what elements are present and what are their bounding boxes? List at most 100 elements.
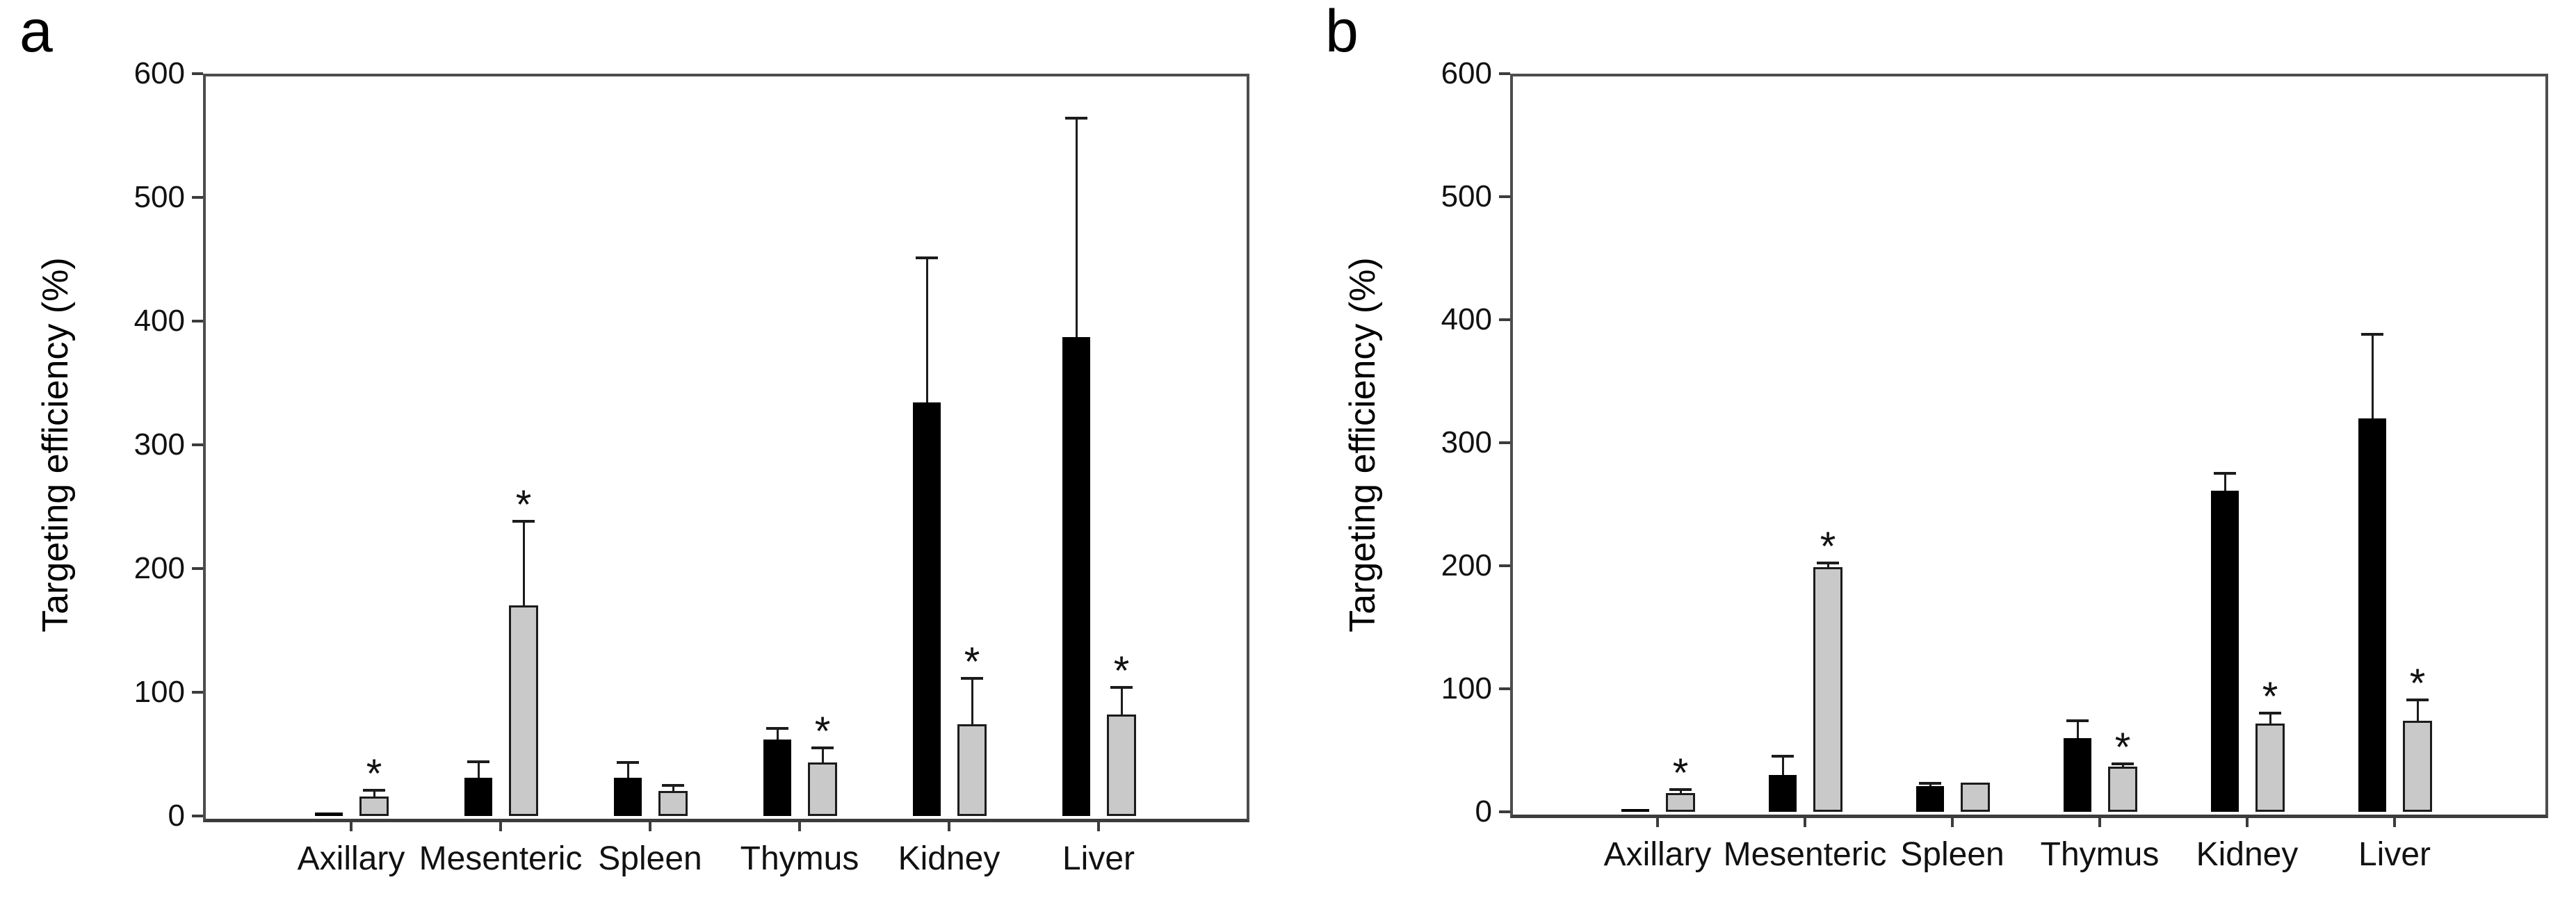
y-tick-label: 200 xyxy=(1441,548,1492,582)
error-cap-gray-kidney xyxy=(961,677,983,680)
error-cap-gray-liver xyxy=(2406,698,2429,701)
significance-asterisk-liver: * xyxy=(1113,648,1130,694)
y-tick-mark xyxy=(192,320,203,323)
error-cap-gray-mesenteric xyxy=(512,520,535,523)
error-cap-black-spleen xyxy=(617,761,639,765)
significance-asterisk-kidney: * xyxy=(964,639,980,685)
error-bar-black-thymus xyxy=(776,728,779,740)
error-bar-black-liver xyxy=(1075,118,1078,338)
bar-gray-axillary xyxy=(1666,793,1695,812)
bar-black-axillary xyxy=(1621,809,1649,813)
category-label-mesenteric: Mesenteric xyxy=(1723,836,1887,873)
error-cap-gray-mesenteric xyxy=(1817,562,1839,565)
bar-black-kidney xyxy=(2211,491,2239,812)
error-bar-black-mesenteric xyxy=(477,761,480,778)
significance-asterisk-liver: * xyxy=(2409,660,2426,706)
x-tick-mark xyxy=(1804,815,1806,827)
x-tick-mark xyxy=(1656,815,1659,827)
error-cap-gray-liver xyxy=(1110,685,1133,689)
bar-gray-kidney xyxy=(2255,723,2285,812)
error-cap-black-liver xyxy=(2361,333,2383,336)
panel-b-frame xyxy=(1510,74,2548,818)
y-tick-label: 500 xyxy=(1441,179,1492,213)
error-bar-gray-mesenteric xyxy=(1826,563,1829,567)
bar-gray-mesenteric xyxy=(1813,566,1842,812)
y-tick-label: 300 xyxy=(133,427,185,462)
bar-gray-liver xyxy=(2403,721,2432,812)
bar-gray-thymus xyxy=(808,762,837,816)
error-cap-black-liver xyxy=(1065,117,1087,120)
bar-black-spleen xyxy=(1916,785,1944,812)
error-bar-gray-axillary xyxy=(373,790,375,797)
y-tick-mark xyxy=(1499,564,1510,567)
error-bar-black-spleen xyxy=(626,762,629,778)
error-bar-gray-spleen xyxy=(672,785,674,792)
category-label-kidney: Kidney xyxy=(898,840,1001,877)
y-tick-label: 200 xyxy=(133,551,185,585)
category-label-thymus: Thymus xyxy=(740,840,859,877)
y-tick-mark xyxy=(192,72,203,75)
y-tick-mark xyxy=(192,196,203,199)
x-tick-mark xyxy=(2393,815,2396,827)
bar-gray-kidney xyxy=(957,724,987,816)
error-cap-black-spleen xyxy=(1919,782,1941,785)
bar-black-mesenteric xyxy=(464,777,492,816)
category-label-liver: Liver xyxy=(2358,836,2431,873)
x-tick-mark xyxy=(2098,815,2101,827)
bar-gray-liver xyxy=(1107,715,1136,816)
category-label-spleen: Spleen xyxy=(1900,836,2004,873)
y-tick-mark xyxy=(1499,195,1510,198)
significance-asterisk-mesenteric: * xyxy=(1820,524,1836,570)
x-tick-mark xyxy=(350,819,353,831)
bar-gray-spleen xyxy=(658,791,688,816)
y-tick-mark xyxy=(1499,810,1510,813)
y-tick-label: 400 xyxy=(1441,302,1492,336)
y-tick-label: 0 xyxy=(168,799,185,833)
x-tick-mark xyxy=(649,819,651,831)
bar-black-thymus xyxy=(763,739,791,816)
bar-gray-mesenteric xyxy=(509,605,538,816)
significance-asterisk-thymus: * xyxy=(814,709,831,755)
significance-asterisk-mesenteric: * xyxy=(515,482,532,528)
error-bar-black-thymus xyxy=(2076,721,2079,738)
error-bar-gray-liver xyxy=(1120,687,1123,715)
error-cap-black-kidney xyxy=(2214,472,2236,475)
error-bar-black-kidney xyxy=(2223,473,2226,491)
error-cap-black-thymus xyxy=(766,726,788,730)
panel-a-letter: a xyxy=(19,0,53,65)
bar-black-liver xyxy=(1062,337,1090,816)
x-tick-mark xyxy=(1951,815,1954,827)
error-cap-black-kidney xyxy=(916,256,938,260)
error-bar-black-kidney xyxy=(925,258,928,403)
y-tick-mark xyxy=(1499,318,1510,321)
y-tick-label: 600 xyxy=(133,56,185,90)
error-cap-gray-thymus xyxy=(811,746,834,750)
y-tick-label: 100 xyxy=(1441,671,1492,705)
significance-asterisk-axillary: * xyxy=(366,751,382,797)
bar-gray-spleen xyxy=(1961,782,1990,812)
error-cap-gray-kidney xyxy=(2259,712,2281,715)
category-label-spleen: Spleen xyxy=(598,840,702,877)
y-tick-mark xyxy=(1499,687,1510,690)
bar-black-liver xyxy=(2358,418,2386,812)
category-label-kidney: Kidney xyxy=(2196,836,2299,873)
error-bar-gray-liver xyxy=(2416,699,2419,721)
panel-b-letter: b xyxy=(1325,0,1359,65)
bar-black-mesenteric xyxy=(1769,774,1797,812)
bar-black-kidney xyxy=(913,402,941,816)
error-bar-gray-kidney xyxy=(971,678,973,725)
error-cap-gray-axillary xyxy=(1669,788,1692,792)
error-cap-gray-axillary xyxy=(363,788,385,792)
category-label-thymus: Thymus xyxy=(2040,836,2160,873)
error-bar-gray-mesenteric xyxy=(522,521,525,606)
y-tick-label: 100 xyxy=(133,675,185,709)
category-label-mesenteric: Mesenteric xyxy=(419,840,583,877)
error-bar-gray-axillary xyxy=(1679,790,1682,794)
category-label-axillary: Axillary xyxy=(297,840,405,877)
x-tick-mark xyxy=(2246,815,2249,827)
y-tick-mark xyxy=(1499,72,1510,75)
error-cap-gray-thymus xyxy=(2112,762,2134,765)
category-label-liver: Liver xyxy=(1062,840,1135,877)
bar-black-spleen xyxy=(614,777,642,816)
error-bar-gray-thymus xyxy=(821,748,824,763)
